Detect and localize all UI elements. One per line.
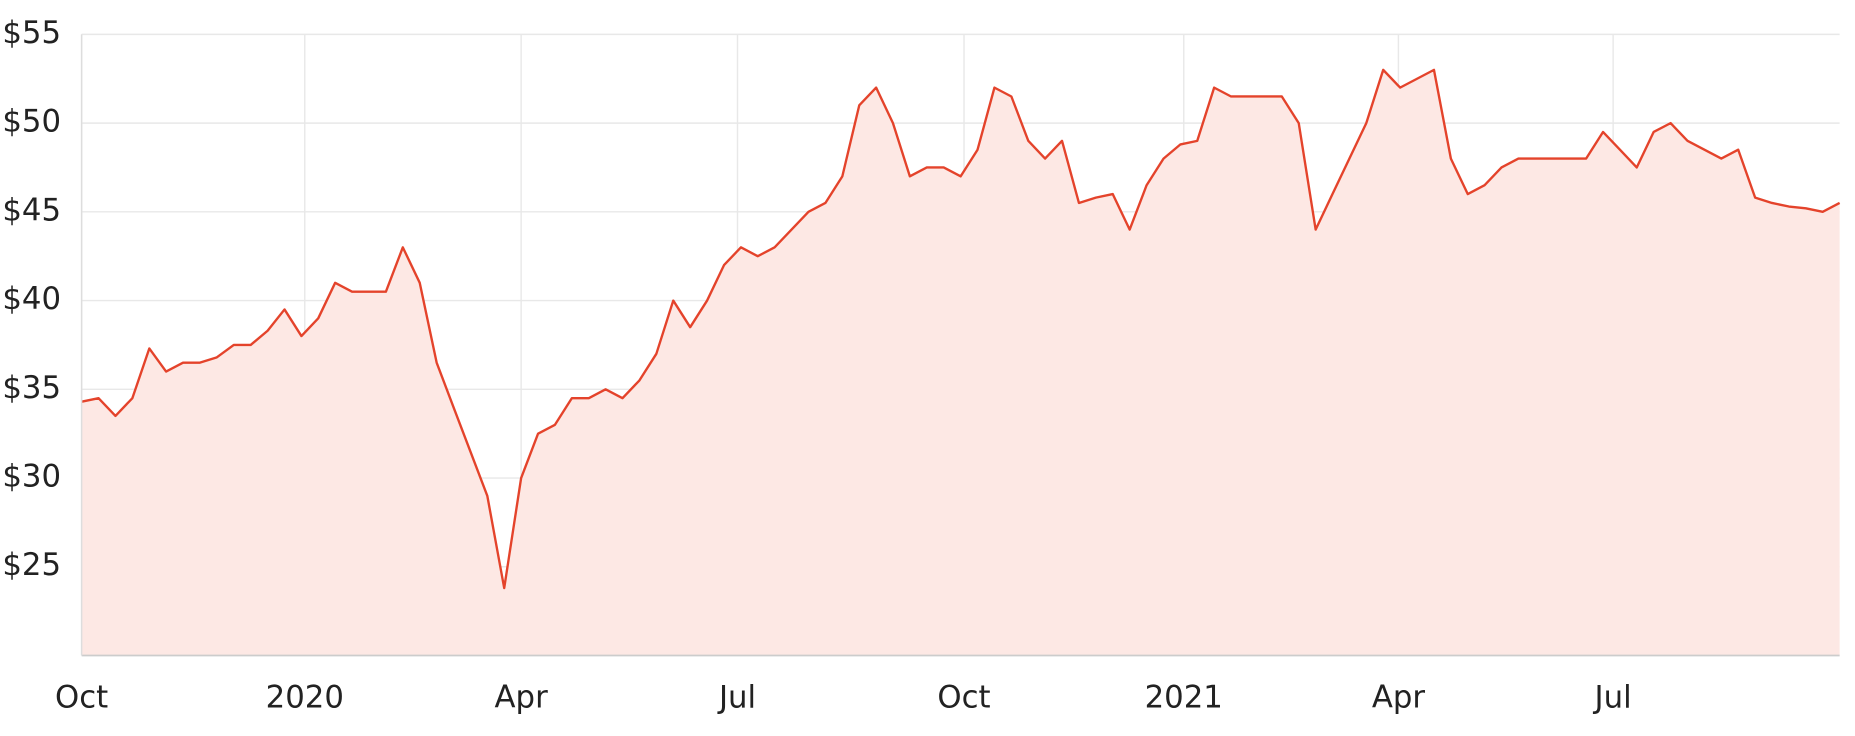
y-tick-label: $40 xyxy=(2,281,61,317)
y-tick-label: $35 xyxy=(2,370,61,406)
x-tick-label: Apr xyxy=(1372,680,1426,716)
x-tick-label: Oct xyxy=(55,680,108,716)
x-tick-label: Jul xyxy=(717,680,756,716)
x-tick-label: 2021 xyxy=(1145,680,1223,716)
area-fill xyxy=(81,69,1840,656)
x-tick-label: Oct xyxy=(937,680,990,716)
price-line xyxy=(81,68,1841,590)
y-tick-label: $30 xyxy=(2,459,61,495)
y-tick-label: $45 xyxy=(2,192,61,228)
x-tick-label: Jul xyxy=(1593,680,1632,716)
x-tick-label: Apr xyxy=(495,680,549,716)
y-tick-label: $50 xyxy=(2,104,61,140)
y-tick-label: $25 xyxy=(2,547,61,583)
x-tick-label: 2020 xyxy=(266,680,344,716)
y-tick-label: $55 xyxy=(2,15,61,51)
